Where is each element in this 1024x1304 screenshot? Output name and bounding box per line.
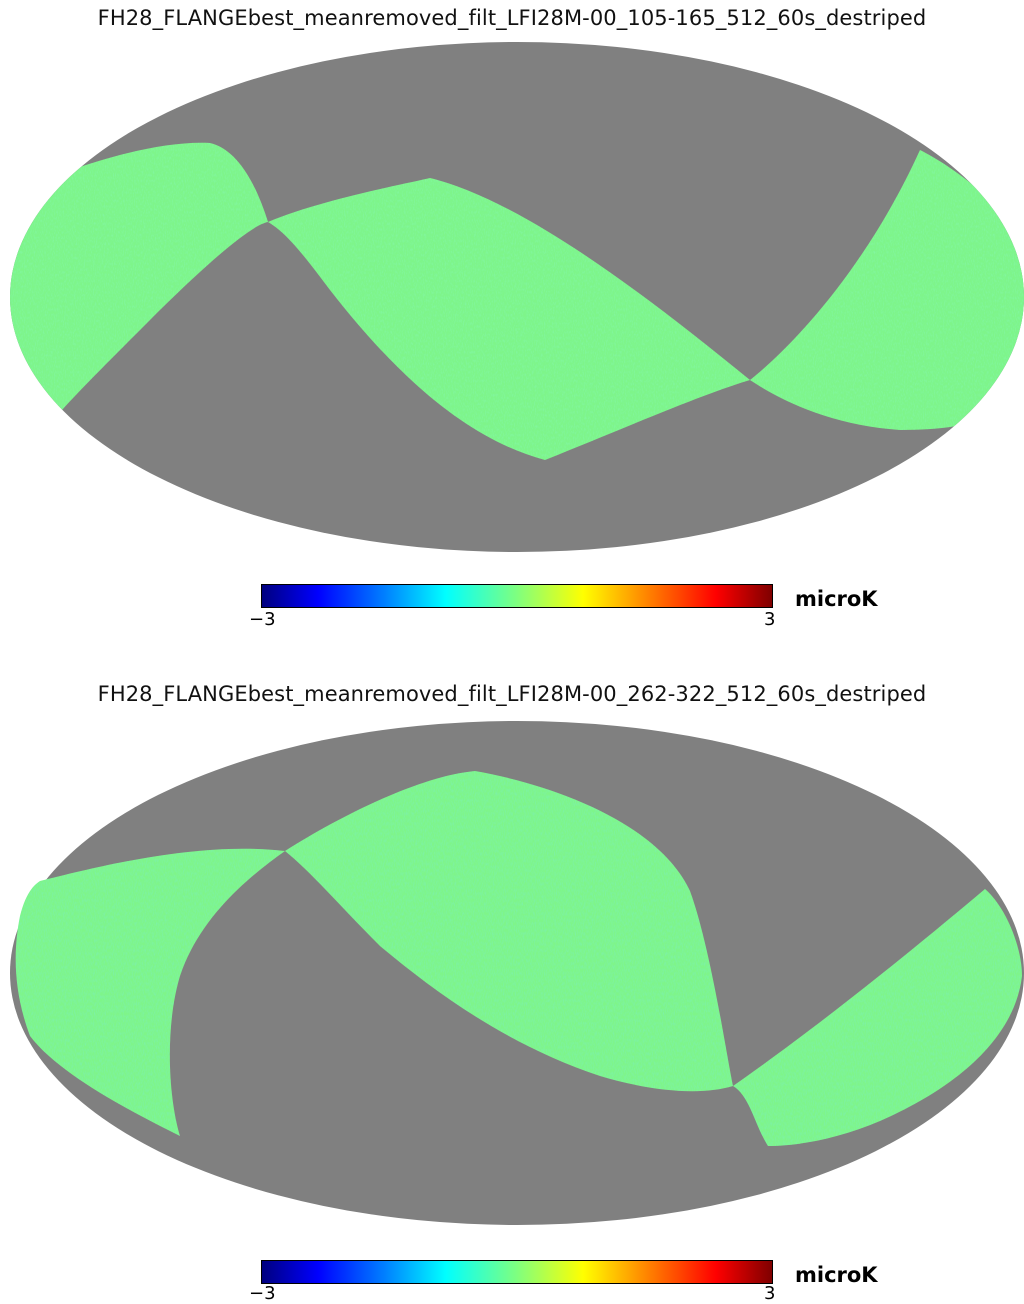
- colorbar-unit: microK: [795, 587, 878, 611]
- map-panel-1: FH28_FLANGEbest_meanremoved_filt_LFI28M-…: [0, 0, 1024, 650]
- colorbar-unit: microK: [795, 1263, 878, 1287]
- colorbar-max-label: 3: [764, 609, 776, 630]
- map-title: FH28_FLANGEbest_meanremoved_filt_LFI28M-…: [97, 682, 927, 706]
- colorbar: [261, 584, 773, 608]
- map-panel-2: FH28_FLANGEbest_meanremoved_filt_LFI28M-…: [0, 676, 1024, 1304]
- colorbar-min-label: −3: [249, 609, 276, 630]
- colorbar-min-label: −3: [249, 1283, 276, 1304]
- colorbar: [261, 1260, 773, 1284]
- mollweide-map: [10, 42, 1024, 552]
- mollweide-map: [10, 721, 1024, 1225]
- map-title: FH28_FLANGEbest_meanremoved_filt_LFI28M-…: [97, 6, 927, 30]
- colorbar-max-label: 3: [764, 1283, 776, 1304]
